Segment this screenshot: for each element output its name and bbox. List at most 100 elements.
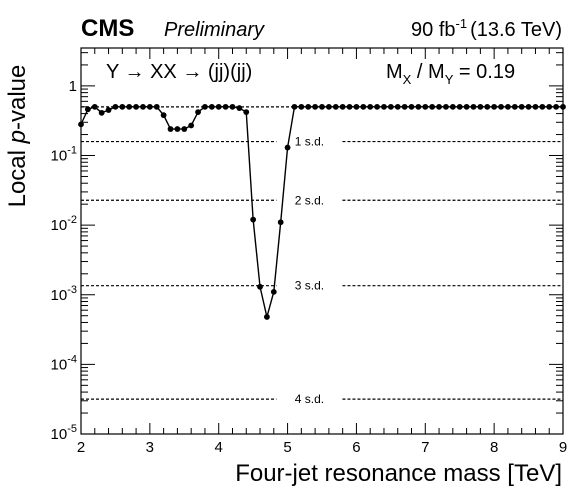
data-point xyxy=(174,126,181,132)
data-point xyxy=(449,103,456,110)
data-point xyxy=(119,103,126,110)
x-tick-label: 7 xyxy=(421,439,429,456)
x-tick-label: 2 xyxy=(77,439,85,456)
data-point xyxy=(553,103,560,110)
mass-ratio-label: MX / MY = 0.19 xyxy=(386,61,515,87)
data-point xyxy=(140,103,146,110)
y-tick-label: 10-5 xyxy=(51,423,77,443)
data-point xyxy=(332,103,339,110)
data-point xyxy=(477,103,484,110)
data-point xyxy=(353,103,360,110)
data-point xyxy=(422,103,429,110)
data-point xyxy=(153,103,160,110)
x-tick-label: 4 xyxy=(215,439,223,456)
data-point xyxy=(236,105,243,111)
plot-frame xyxy=(80,47,564,435)
x-tick-label: 6 xyxy=(352,439,360,456)
data-point xyxy=(222,103,229,110)
data-point xyxy=(463,103,470,110)
data-point xyxy=(257,283,263,290)
data-point xyxy=(367,103,374,110)
process-label: Y → XX → (jj)(jj) xyxy=(106,61,252,83)
data-point xyxy=(394,103,401,110)
data-point xyxy=(105,107,112,113)
data-point xyxy=(505,103,511,110)
data-point xyxy=(208,103,215,110)
data-point xyxy=(312,103,319,110)
y-tick-label: 1 xyxy=(69,78,77,95)
data-point xyxy=(470,103,477,110)
data-point xyxy=(84,106,91,113)
data-point xyxy=(539,103,546,110)
data-point xyxy=(305,103,312,110)
data-point xyxy=(250,216,257,223)
luminosity-label: 90 fb-1 (13.6 TeV) xyxy=(411,16,562,41)
data-point xyxy=(167,126,174,132)
sig-line-label: 1 s.d. xyxy=(295,135,324,149)
x-tick-label: 5 xyxy=(283,439,291,456)
data-point xyxy=(126,103,133,110)
data-point xyxy=(491,103,498,110)
data-point xyxy=(202,103,208,110)
data-point xyxy=(188,122,195,129)
data-point xyxy=(546,103,553,110)
data-point xyxy=(511,103,518,110)
data-point xyxy=(484,103,491,110)
y-tick-label: 10-3 xyxy=(51,284,77,304)
luminosity-value: 90 fb xyxy=(411,19,455,41)
data-point xyxy=(277,219,284,226)
data-point xyxy=(284,144,291,151)
data-point xyxy=(429,103,436,110)
data-point xyxy=(181,126,188,132)
data-point xyxy=(133,103,139,110)
data-point xyxy=(91,103,98,110)
data-point xyxy=(498,103,504,110)
axis-ticks xyxy=(80,48,564,435)
x-tick-label: 8 xyxy=(490,439,498,456)
data-point xyxy=(215,103,222,110)
data-point xyxy=(436,103,442,110)
data-point xyxy=(346,103,353,110)
data-point xyxy=(298,103,305,110)
data-point xyxy=(415,103,422,110)
data-point xyxy=(525,103,532,110)
data-point xyxy=(360,103,367,110)
data-point xyxy=(387,103,394,110)
experiment-label: CMS xyxy=(81,15,134,42)
data-point xyxy=(264,314,270,320)
data-point xyxy=(401,103,408,110)
data-point xyxy=(374,103,380,110)
sig-line-label: 4 s.d. xyxy=(295,392,324,406)
data-point xyxy=(112,103,119,110)
y-tick-label: 10-2 xyxy=(51,214,77,234)
data-point xyxy=(381,103,387,110)
data-point xyxy=(195,109,201,116)
data-point xyxy=(339,103,346,110)
data-point xyxy=(443,103,449,110)
data-point xyxy=(532,103,539,110)
sig-line-label: 2 s.d. xyxy=(295,193,324,207)
y-tick-label: 10-1 xyxy=(51,145,77,165)
data-point xyxy=(160,112,167,119)
sig-line-label: 3 s.d. xyxy=(295,279,324,293)
energy-value: (13.6 TeV) xyxy=(470,19,562,41)
axis-tick-labels: 2 3 4 5 6 7 8 9 1 10-1 10-2 10-3 10-4 10-5 xyxy=(51,78,568,456)
x-axis-title: Four-jet resonance mass [TeV] xyxy=(235,460,562,487)
data-point xyxy=(98,109,105,116)
data-point xyxy=(408,103,415,110)
data-point xyxy=(146,103,153,110)
data-point xyxy=(325,103,332,110)
data-point xyxy=(229,103,236,110)
data-point xyxy=(243,109,250,116)
data-point xyxy=(456,103,463,110)
data-point xyxy=(291,103,298,110)
data-point xyxy=(518,103,525,110)
status-label: Preliminary xyxy=(164,19,265,41)
x-tick-label: 9 xyxy=(559,439,567,456)
data-point xyxy=(319,103,325,110)
y-tick-label: 10-4 xyxy=(51,353,77,373)
series-group xyxy=(78,103,566,320)
y-axis-title: Local p-value xyxy=(4,65,31,208)
data-point xyxy=(270,288,277,295)
